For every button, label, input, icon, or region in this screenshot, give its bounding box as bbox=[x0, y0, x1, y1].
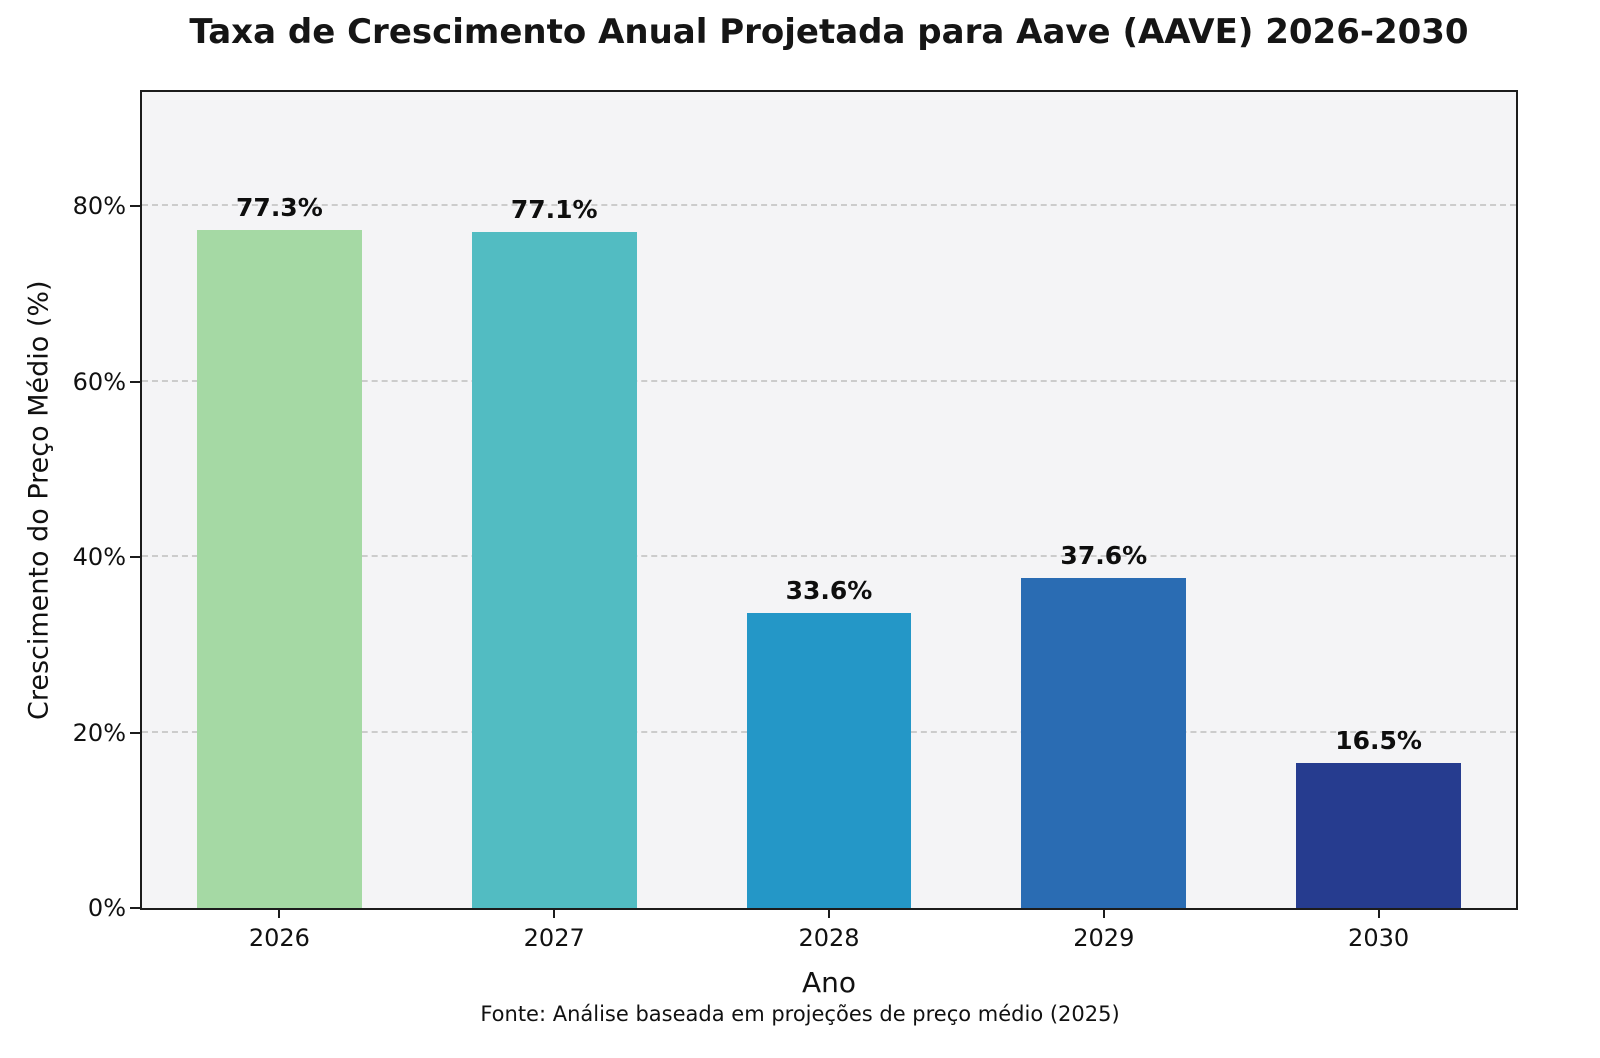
bar-value-label: 77.3% bbox=[236, 192, 323, 222]
x-tick-label: 2027 bbox=[523, 924, 585, 952]
bar-2028: 33.6% bbox=[746, 576, 912, 908]
gridline-60 bbox=[142, 379, 1516, 382]
bar-value-label: 33.6% bbox=[785, 576, 873, 606]
bar-value-label: 16.5% bbox=[1335, 726, 1422, 756]
x-tick-label: 2028 bbox=[798, 924, 860, 952]
y-tick-label: 20% bbox=[72, 718, 126, 747]
x-tick-label: 2026 bbox=[248, 924, 310, 952]
x-tick-mark bbox=[278, 910, 281, 918]
source-note: Fonte: Análise baseada em projeções de p… bbox=[480, 1002, 1120, 1026]
y-tick-label: 60% bbox=[72, 367, 126, 396]
y-tick-mark bbox=[130, 907, 140, 909]
bar-2029: 37.6% bbox=[1021, 541, 1187, 908]
y-tick-label: 0% bbox=[87, 894, 126, 922]
chart-title: Taxa de Crescimento Anual Projetada para… bbox=[189, 12, 1469, 52]
x-tick-mark bbox=[1102, 910, 1105, 918]
x-tick-mark bbox=[553, 910, 556, 918]
y-tick-label: 40% bbox=[72, 543, 126, 572]
y-tick-mark bbox=[130, 205, 140, 208]
x-axis-label: Ano bbox=[801, 966, 857, 999]
gridline-40 bbox=[142, 555, 1516, 558]
y-tick-mark bbox=[130, 556, 140, 559]
y-tick-mark bbox=[130, 731, 140, 734]
bar-2027: 77.1% bbox=[471, 195, 637, 908]
x-tick-label: 2030 bbox=[1348, 924, 1410, 952]
y-tick-mark bbox=[130, 380, 140, 383]
x-tick-mark bbox=[828, 910, 830, 918]
bar-2026: 77.3% bbox=[196, 193, 362, 908]
gridline-80 bbox=[142, 204, 1516, 207]
bar-value-label: 37.6% bbox=[1060, 541, 1148, 571]
x-tick-mark bbox=[1377, 910, 1380, 918]
y-tick-label: 80% bbox=[72, 192, 126, 221]
bar-2030: 16.5% bbox=[1296, 726, 1462, 908]
plot-area: 77.3% 77.1% 33.6% 37.6% 16.5% bbox=[140, 90, 1518, 910]
bar-value-label: 77.1% bbox=[510, 194, 598, 224]
x-tick-label: 2029 bbox=[1073, 924, 1135, 952]
